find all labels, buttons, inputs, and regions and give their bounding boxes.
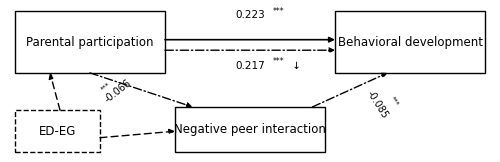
Text: 0.217: 0.217 <box>235 61 265 71</box>
Bar <box>175 107 325 152</box>
Bar <box>15 11 165 73</box>
Bar <box>335 11 485 73</box>
Text: ED-EG: ED-EG <box>39 125 76 138</box>
Text: 0.223: 0.223 <box>235 10 265 20</box>
Text: ***: *** <box>389 95 400 107</box>
Text: ↓: ↓ <box>289 61 301 71</box>
Text: ***: *** <box>100 81 111 92</box>
Text: -0.066: -0.066 <box>102 78 133 105</box>
Text: -0.085: -0.085 <box>365 89 390 120</box>
Text: ***: *** <box>273 7 285 16</box>
Text: Negative peer interaction: Negative peer interaction <box>174 123 326 136</box>
Text: ***: *** <box>273 57 285 66</box>
Text: Behavioral development: Behavioral development <box>338 36 482 49</box>
Bar <box>15 110 100 152</box>
Text: Parental participation: Parental participation <box>26 36 154 49</box>
